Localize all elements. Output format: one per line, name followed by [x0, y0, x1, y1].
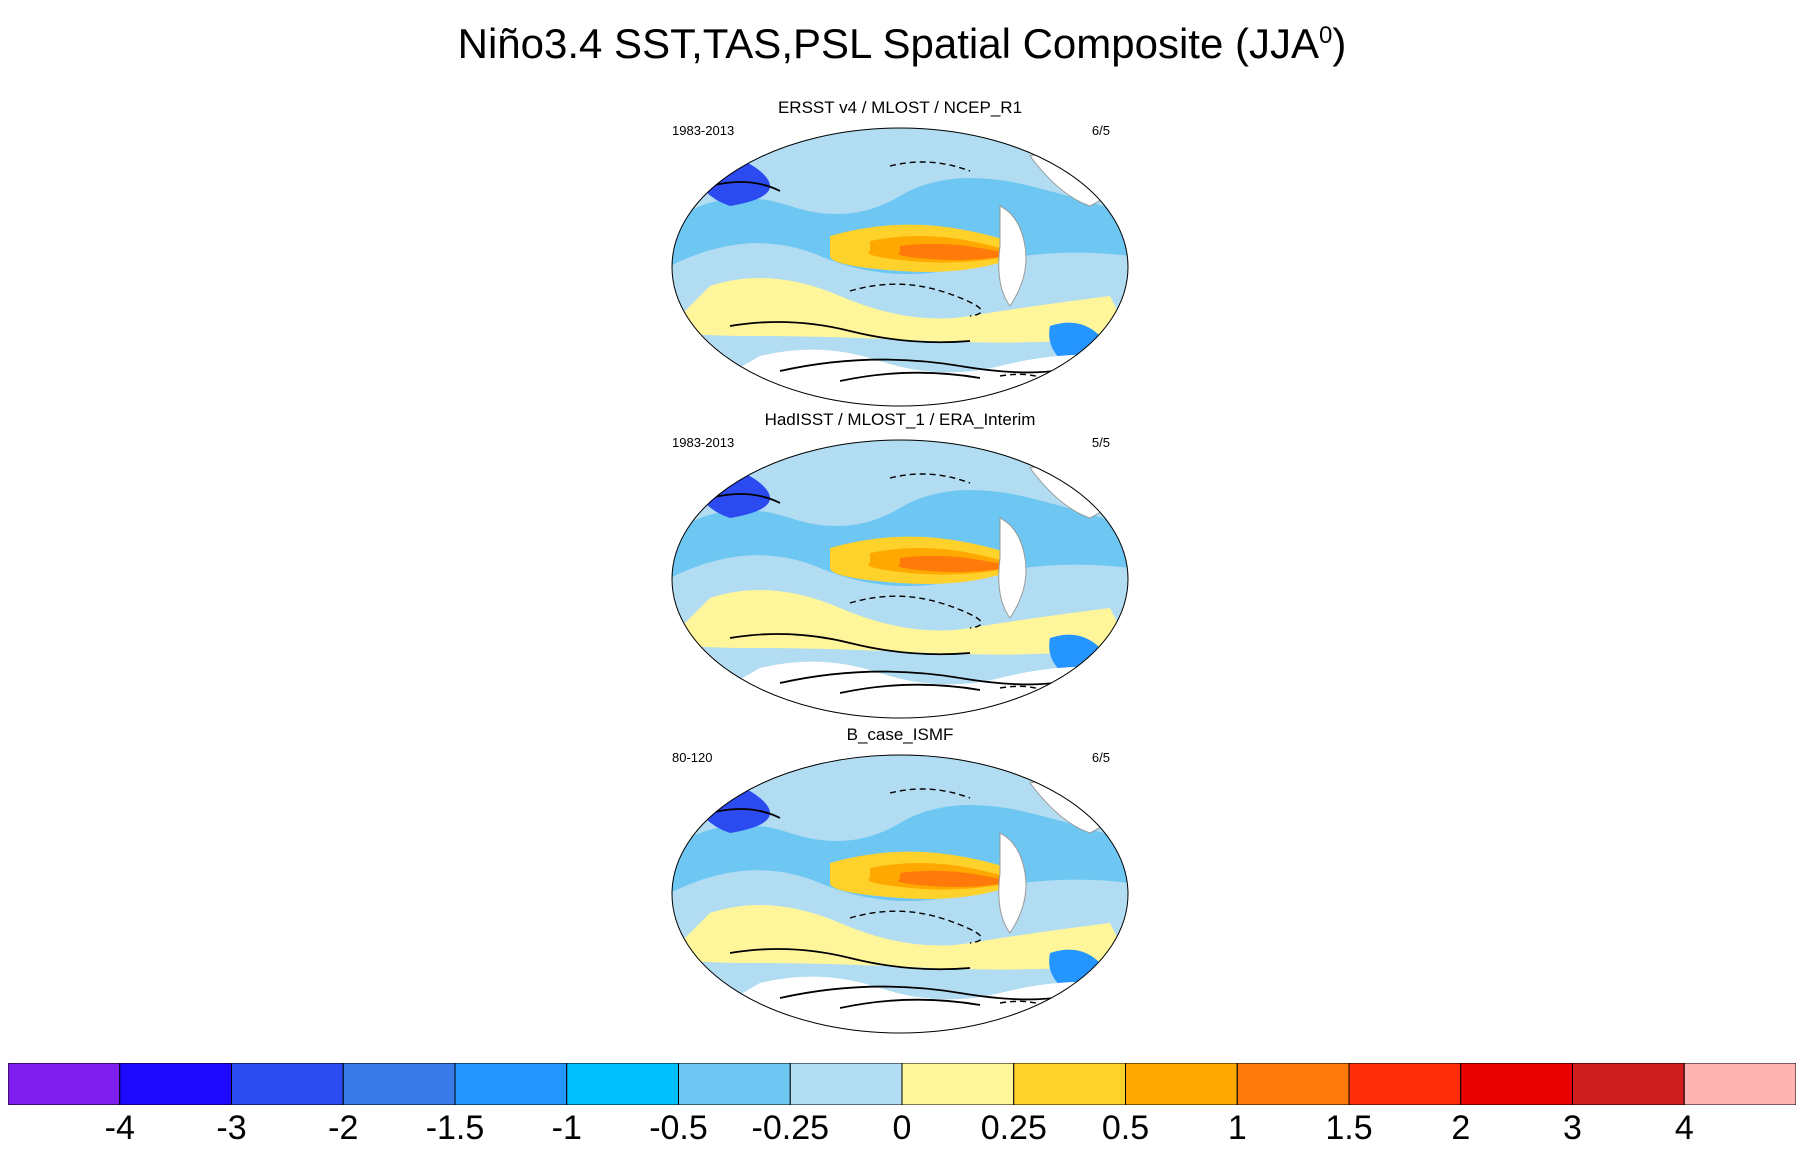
colorbar-box — [119, 1063, 232, 1105]
colorbar-tick-label: 2 — [1451, 1109, 1471, 1147]
colorbar-tick-label: -3 — [216, 1109, 247, 1147]
colorbar-tick-label: -2 — [328, 1109, 359, 1147]
figure-title: Niño3.4 SST,TAS,PSL Spatial Composite (J… — [457, 20, 1347, 67]
colorbar — [8, 1063, 1796, 1105]
colorbar-box — [454, 1063, 568, 1105]
panel-3: B_case_ISMF 80-120 6/5 — [660, 725, 1140, 1035]
panel-period-label: 1983-2013 — [672, 435, 735, 450]
colorbar-tick-label: 3 — [1563, 1109, 1582, 1147]
panel-count-label: 5/5 — [1091, 435, 1110, 450]
colorbar-tick-label: 0.25 — [980, 1109, 1047, 1147]
panel-title: ERSST v4 / MLOST / NCEP_R1 — [777, 98, 1023, 117]
colorbar-box — [1348, 1063, 1462, 1105]
panel-period-label: 80-120 — [672, 750, 713, 765]
panel-1: ERSST v4 / MLOST / NCEP_R1 1983-2013 6/5 — [660, 98, 1140, 408]
colorbar-box — [1683, 1063, 1796, 1105]
panel-title: B_case_ISMF — [846, 725, 954, 744]
colorbar-box — [1236, 1063, 1350, 1105]
panel-count-label: 6/5 — [1091, 123, 1110, 138]
colorbar-labels: -4 -3 -2 -1.5 -1 -0.5 -0.25 0 0.25 0.5 1 1.5 2 3 4 — [0, 1108, 1804, 1156]
colorbar-tick-label: -0.5 — [649, 1109, 708, 1147]
panel-period-label: 1983-2013 — [672, 123, 735, 138]
colorbar-box — [566, 1063, 679, 1105]
colorbar-tick-label: -0.25 — [751, 1109, 830, 1147]
composite-map — [670, 438, 1130, 720]
colorbar-tick-label: 0 — [892, 1109, 912, 1147]
colorbar-tick-label: -1 — [551, 1109, 582, 1147]
colorbar-box — [342, 1063, 456, 1105]
composite-map — [670, 753, 1130, 1035]
colorbar-box — [789, 1063, 903, 1105]
colorbar-tick-label: 1 — [1227, 1109, 1247, 1147]
panel-title: HadISST / MLOST_1 / ERA_Interim — [764, 410, 1036, 429]
colorbar-tick-label: -1.5 — [425, 1109, 485, 1147]
composite-map — [670, 126, 1130, 408]
colorbar-box — [1460, 1063, 1573, 1105]
colorbar-tick-label: 1.5 — [1325, 1109, 1373, 1147]
panel-count-label: 6/5 — [1091, 750, 1110, 765]
colorbar-box — [231, 1063, 344, 1105]
panel-2: HadISST / MLOST_1 / ERA_Interim 1983-201… — [660, 410, 1140, 720]
colorbar-box — [1572, 1063, 1685, 1105]
colorbar-box — [1125, 1063, 1238, 1105]
colorbar-tick-label: 0.5 — [1101, 1109, 1150, 1147]
colorbar-box — [1013, 1063, 1126, 1105]
colorbar-box — [8, 1063, 121, 1105]
colorbar-tick-label: -4 — [104, 1109, 135, 1147]
colorbar-tick-label: 4 — [1674, 1109, 1694, 1147]
colorbar-box — [901, 1063, 1015, 1105]
colorbar-box — [678, 1063, 791, 1105]
